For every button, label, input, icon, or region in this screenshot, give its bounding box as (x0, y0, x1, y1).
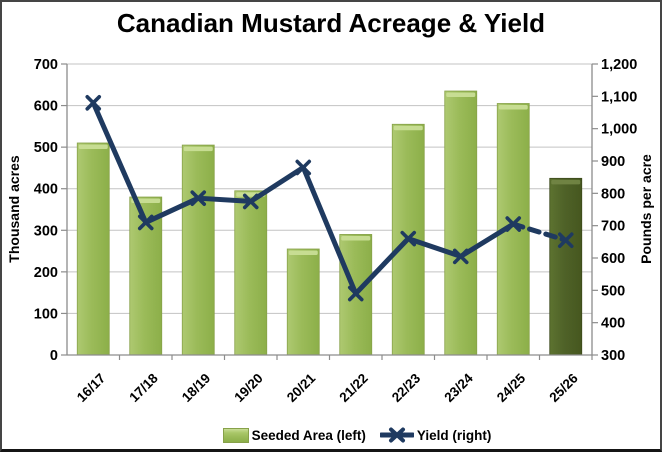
x-axis-label-21/22: 21/22 (336, 371, 371, 406)
right-axis-tick-label: 1,100 (601, 89, 637, 105)
yield-marker-16/17 (85, 95, 102, 111)
seeded-area-swatch-icon (222, 427, 249, 443)
seeded-area-bar-19/20 (234, 190, 268, 356)
x-axis-label-17/18: 17/18 (126, 370, 161, 405)
right-axis-tick-label: 700 (601, 219, 625, 235)
x-axis-label-25/26: 25/26 (546, 370, 581, 405)
left-axis-tick-label: 200 (34, 265, 58, 281)
left-axis-tick-label: 0 (50, 348, 58, 364)
left-axis-tick-label: 400 (34, 182, 58, 198)
right-axis-tick-label: 500 (601, 283, 625, 299)
seeded-area-bar-18/19 (181, 144, 215, 356)
yield-marker-23/24 (452, 248, 469, 265)
right-axis-tick-label: 1,000 (601, 122, 637, 138)
x-axis-label-20/21: 20/21 (284, 370, 319, 405)
legend-yield-label: Yield (right) (416, 427, 492, 443)
bar-top-highlight (393, 125, 423, 131)
bar-top-highlight (498, 104, 528, 110)
x-axis-label-16/17: 16/17 (74, 371, 109, 406)
x-axis-label-22/23: 22/23 (389, 370, 424, 405)
seeded-area-bar-23/24 (444, 90, 478, 356)
right-axis-title: Pounds per acre (638, 154, 654, 264)
left-axis-title: Thousand acres (6, 155, 22, 263)
yield-marker-25/26 (557, 232, 574, 249)
left-axis-tick-label: 700 (34, 57, 58, 73)
bar-top-highlight (183, 146, 213, 152)
yield-marker-20/21 (295, 159, 312, 176)
right-axis-tick-label: 900 (601, 154, 625, 170)
legend-item-yield: Yield (right) (379, 427, 492, 443)
yield-marker-19/20 (242, 193, 259, 210)
yield-marker-21/22 (347, 285, 364, 302)
legend-item-seeded-area: Seeded Area (left) (222, 427, 366, 443)
yield-marker-17/18 (137, 214, 154, 231)
bar-top-highlight (341, 235, 371, 241)
seeded-area-bar-20/21 (286, 248, 320, 356)
left-axis-tick-label: 500 (34, 140, 58, 156)
right-axis-tick-label: 800 (601, 186, 625, 202)
right-axis-tick-label: 600 (601, 251, 625, 267)
right-axis-tick-label: 400 (601, 316, 625, 332)
yield-marker-18/19 (190, 190, 207, 206)
yield-marker-24/25 (505, 216, 522, 232)
yield-line-marker-icon (379, 427, 414, 443)
x-axis-label-19/20: 19/20 (231, 371, 266, 406)
right-axis-tick-label: 300 (601, 348, 625, 364)
x-axis-label-23/24: 23/24 (441, 370, 476, 405)
left-axis-tick-label: 300 (34, 223, 58, 239)
yield-line-forecast-dashed (510, 221, 569, 243)
chart-legend: Seeded Area (left) Yield (right) (28, 427, 660, 443)
left-axis-tick-label: 600 (34, 99, 58, 115)
x-axis-label-24/25: 24/25 (494, 370, 529, 405)
bar-top-highlight (78, 144, 108, 149)
bar-top-highlight (551, 179, 581, 185)
left-axis-tick-label: 100 (34, 306, 58, 322)
chart-title: Canadian Mustard Acreage & Yield (116, 8, 546, 38)
bar-top-highlight (446, 92, 476, 98)
yield-marker-22/23 (400, 230, 417, 247)
right-axis-tick-label: 1,200 (601, 57, 637, 73)
bar-top-highlight (288, 250, 318, 255)
seeded-area-bar-25/26 (549, 177, 583, 356)
legend-seeded-area-label: Seeded Area (left) (251, 427, 366, 443)
x-axis-label-18/19: 18/19 (179, 371, 214, 406)
seeded-area-bar-16/17 (76, 142, 110, 356)
